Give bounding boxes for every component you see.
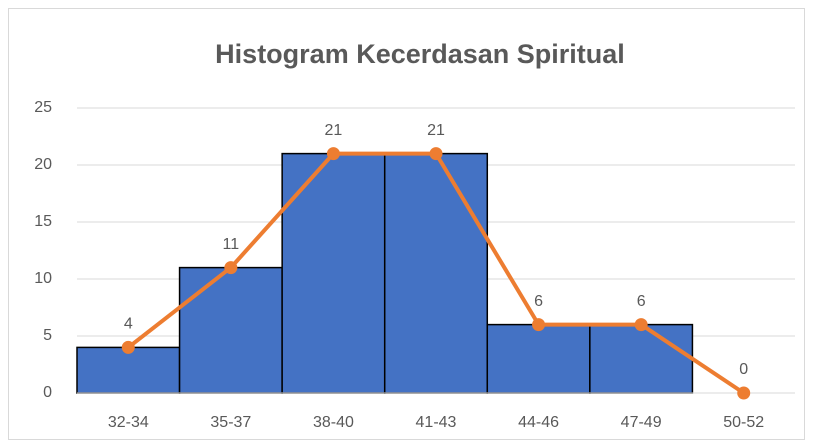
line-marker [326, 147, 340, 161]
line-marker [532, 318, 546, 332]
bar [589, 323, 694, 394]
bar [76, 346, 181, 394]
line-marker [634, 318, 648, 332]
bar [178, 266, 283, 394]
y-tick-label: 25 [34, 99, 52, 116]
data-label: 6 [534, 293, 543, 310]
x-tick-label: 50-52 [723, 414, 764, 431]
line-marker [737, 386, 751, 400]
x-tick-label: 35-37 [210, 414, 251, 431]
line-marker [121, 340, 135, 354]
y-tick-label: 15 [34, 213, 52, 230]
data-label: 0 [739, 361, 748, 378]
data-label: 4 [124, 316, 133, 333]
y-tick-label: 10 [34, 270, 52, 287]
data-label: 6 [637, 293, 646, 310]
chart-title: Histogram Kecerdasan Spiritual [215, 39, 625, 69]
y-tick-label: 20 [34, 156, 52, 173]
x-tick-label: 32-34 [108, 414, 149, 431]
line-marker [429, 147, 443, 161]
data-label: 21 [325, 122, 343, 139]
x-tick-label: 41-43 [416, 414, 457, 431]
data-label: 11 [223, 236, 240, 253]
bar [486, 323, 591, 394]
data-label: 21 [427, 122, 445, 139]
y-tick-label: 0 [43, 384, 52, 401]
bar [383, 152, 489, 394]
line-marker [224, 261, 238, 275]
x-tick-label: 44-46 [518, 414, 559, 431]
x-tick-label: 38-40 [313, 414, 354, 431]
bar [281, 152, 386, 394]
x-tick-label: 47-49 [621, 414, 662, 431]
y-tick-label: 5 [43, 327, 52, 344]
